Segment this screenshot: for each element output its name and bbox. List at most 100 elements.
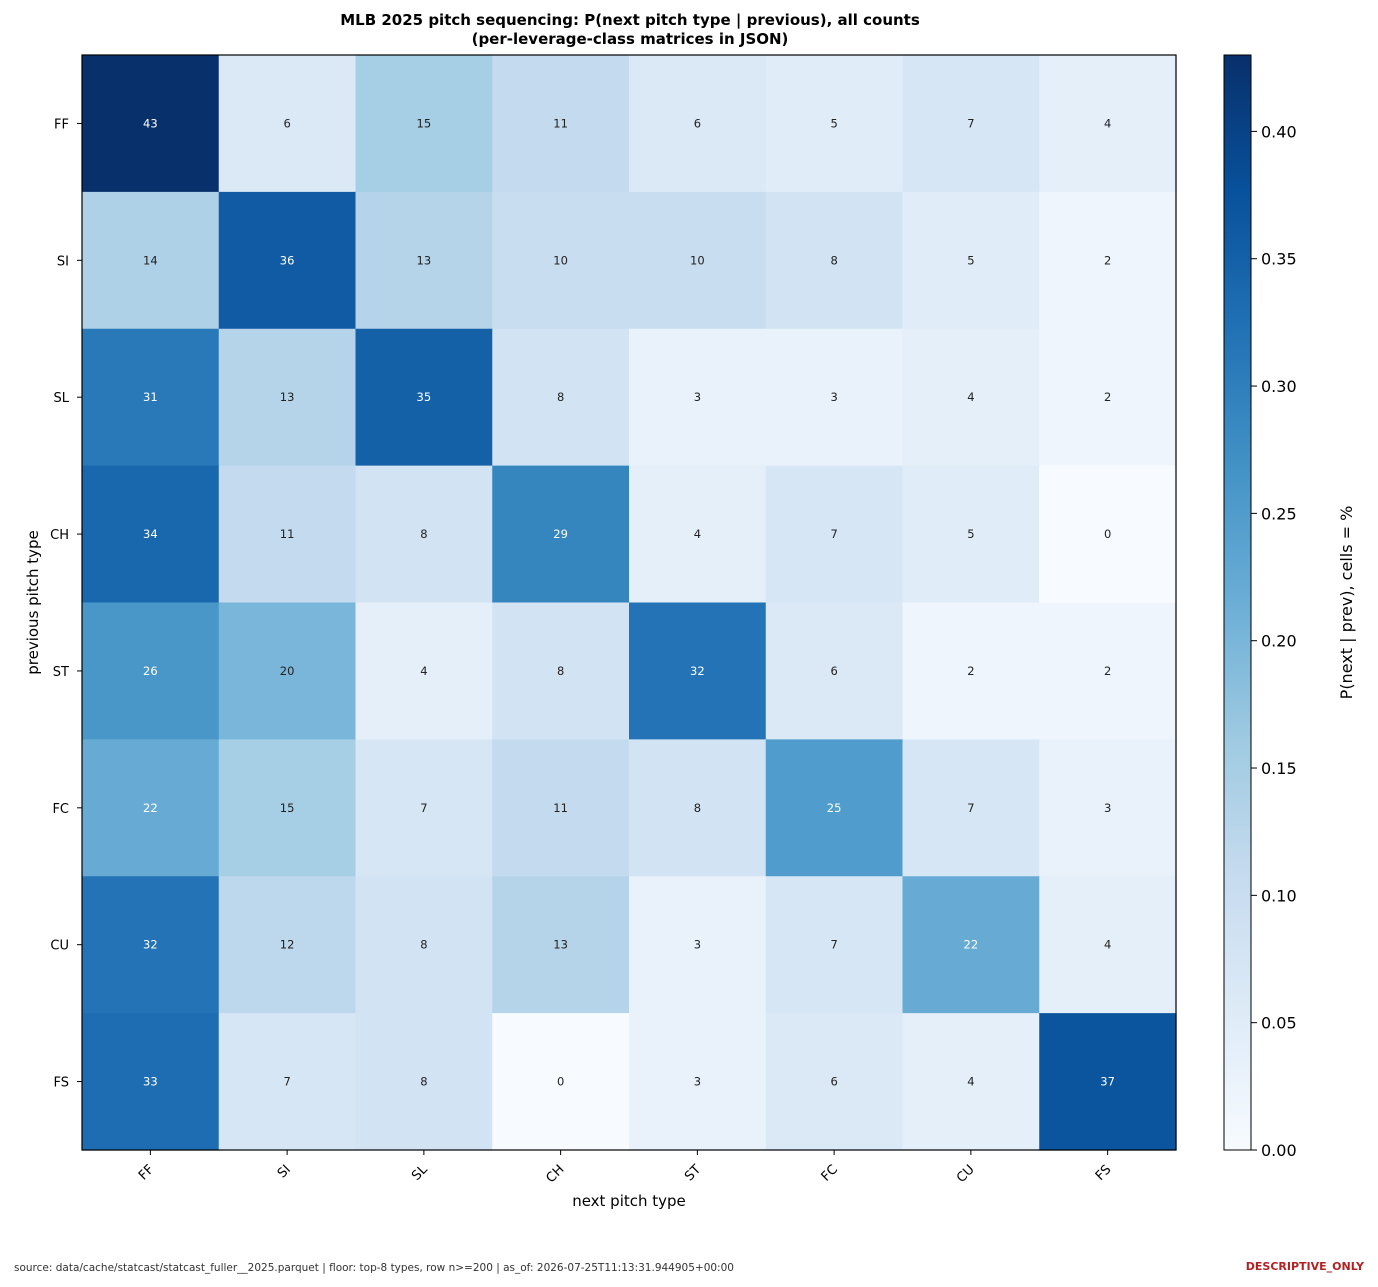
- footer-source: source: data/cache/statcast/statcast_ful…: [14, 1262, 734, 1274]
- cell-value-label: 0: [557, 1075, 564, 1089]
- cell-value-label: 4: [1104, 116, 1111, 130]
- colorbar-tick-label: 0.15: [1261, 759, 1297, 778]
- heatmap-cell: [629, 739, 767, 877]
- heatmap-cell: [765, 55, 904, 193]
- heatmap-cell-labels: 43 6 15 11 6 5 7 414 36 13 10 10 8 5 231 13 35 8 3 3 4 234 11 8…: [143, 116, 1115, 1088]
- y-tick-label: CH: [50, 528, 69, 543]
- heatmap-cell: [82, 602, 220, 740]
- cell-value-label: 26: [143, 664, 158, 678]
- cell-value-label: 6: [830, 664, 837, 678]
- y-tick-label: ST: [53, 665, 69, 680]
- heatmap-cell: [765, 328, 904, 467]
- x-tick-label: FS: [1093, 1162, 1115, 1184]
- x-tick-label: CH: [544, 1162, 568, 1186]
- heatmap-cell: [629, 328, 767, 467]
- heatmap-cell: [902, 876, 1040, 1014]
- heatmap-cell: [1039, 191, 1177, 330]
- colorbar-tick-label: 0.30: [1261, 377, 1297, 396]
- heatmap-cell: [492, 1013, 630, 1151]
- cell-value-label: 7: [967, 801, 974, 815]
- colorbar: [1223, 54, 1252, 1151]
- cell-value-label: 4: [694, 527, 701, 541]
- colorbar-label: P(next | prev), cells = %: [1337, 506, 1356, 700]
- cell-value-label: 11: [280, 527, 295, 541]
- cell-value-label: 8: [830, 253, 837, 267]
- x-tick-label: CU: [954, 1162, 978, 1186]
- heatmap-cell: [355, 876, 493, 1014]
- cell-value-label: 22: [143, 801, 158, 815]
- colorbar-tick-label: 0.00: [1261, 1141, 1297, 1160]
- heatmap-cell: [902, 328, 1040, 467]
- y-axis-ticks: FF SI SL CH ST FC CU FS: [50, 117, 82, 1091]
- heatmap-cell: [1039, 328, 1177, 467]
- cell-value-label: 22: [964, 938, 979, 952]
- heatmap-cell: [218, 191, 357, 330]
- heatmap-cell: [765, 602, 904, 740]
- heatmap-cell: [765, 876, 904, 1014]
- cell-value-label: 8: [557, 390, 564, 404]
- cell-value-label: 8: [420, 1075, 427, 1089]
- cell-value-label: 36: [280, 253, 295, 267]
- heatmap-cell: [765, 1013, 904, 1151]
- heatmap-cell: [1039, 55, 1177, 193]
- heatmap-cell: [82, 328, 220, 467]
- cell-value-label: 3: [694, 390, 701, 404]
- heatmap-cell: [355, 328, 493, 467]
- heatmap-cell: [629, 465, 767, 604]
- cell-value-label: 2: [1104, 390, 1111, 404]
- heatmap-cell: [765, 191, 904, 330]
- heatmap-cell: [765, 739, 904, 877]
- x-axis-ticks: FF SI SL CH ST FC CU FS: [136, 1150, 1114, 1186]
- colorbar-tick-label: 0.35: [1261, 250, 1297, 269]
- cell-value-label: 0: [1104, 527, 1111, 541]
- heatmap-cell: [1039, 1013, 1177, 1151]
- cell-value-label: 14: [143, 253, 158, 267]
- heatmap-cell: [1039, 876, 1177, 1014]
- heatmap-cell: [902, 465, 1040, 604]
- cell-value-label: 32: [143, 938, 158, 952]
- heatmap-cell: [355, 602, 493, 740]
- cell-value-label: 8: [420, 527, 427, 541]
- cell-value-label: 8: [557, 664, 564, 678]
- cell-value-label: 7: [420, 801, 427, 815]
- heatmap-cell: [82, 1013, 220, 1151]
- cell-value-label: 6: [283, 116, 290, 130]
- heatmap-cell: [902, 1013, 1040, 1151]
- x-tick-label: ST: [682, 1162, 704, 1184]
- cell-value-label: 5: [967, 527, 974, 541]
- heatmap-cell: [629, 55, 767, 193]
- x-tick-label: SL: [409, 1162, 431, 1184]
- heatmap-cell: [629, 1013, 767, 1151]
- y-tick-label: FC: [52, 802, 69, 817]
- heatmap-cell: [218, 876, 357, 1014]
- heatmap-cell: [218, 602, 357, 740]
- cell-value-label: 13: [280, 390, 295, 404]
- cell-value-label: 10: [690, 253, 705, 267]
- colorbar-tick-label: 0.10: [1261, 886, 1297, 905]
- heatmap-cell: [492, 465, 630, 604]
- cell-value-label: 13: [417, 253, 432, 267]
- cell-value-label: 13: [553, 938, 568, 952]
- heatmap-cell: [765, 465, 904, 604]
- colorbar-tick-label: 0.40: [1261, 122, 1297, 141]
- cell-value-label: 7: [830, 527, 837, 541]
- heatmap-cell: [902, 191, 1040, 330]
- cell-value-label: 5: [830, 116, 837, 130]
- cell-value-label: 10: [553, 253, 568, 267]
- cell-value-label: 5: [967, 253, 974, 267]
- y-tick-label: FS: [53, 1076, 69, 1091]
- y-tick-label: SL: [54, 391, 70, 406]
- cell-value-label: 15: [280, 801, 295, 815]
- heatmap-cell: [355, 191, 493, 330]
- cell-value-label: 2: [1104, 664, 1111, 678]
- cell-value-label: 37: [1100, 1075, 1115, 1089]
- cell-value-label: 7: [830, 938, 837, 952]
- cell-value-label: 4: [1104, 938, 1111, 952]
- descriptive-only-badge: DESCRIPTIVE_ONLY: [1245, 1260, 1364, 1273]
- heatmap-cell: [629, 602, 767, 740]
- cell-value-label: 4: [420, 664, 427, 678]
- cell-value-label: 43: [143, 116, 158, 130]
- chart-subtitle: (per-leverage-class matrices in JSON): [471, 30, 789, 48]
- colorbar-tick-label: 0.20: [1261, 632, 1297, 651]
